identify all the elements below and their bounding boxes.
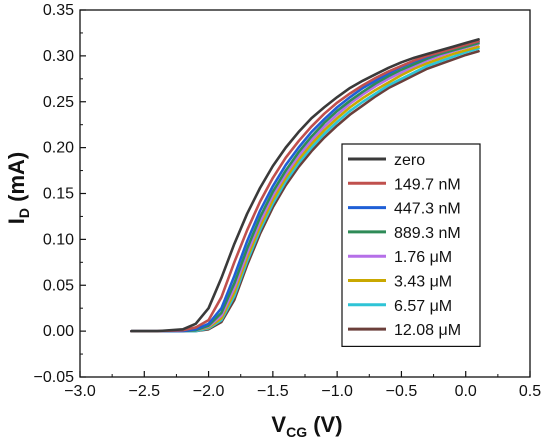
y-tick-label: 0.30 [43, 48, 74, 65]
x-tick-label: −1.0 [321, 383, 353, 400]
y-tick-label: 0.00 [43, 323, 74, 340]
y-axis-title-subscript: D [16, 208, 32, 218]
legend-label: 889.3 nM [394, 225, 461, 242]
x-axis-title-unit: (V) [307, 412, 342, 437]
y-tick-label: 0.05 [43, 277, 74, 294]
x-axis-title-subscript: CG [286, 424, 307, 440]
series-line [130, 41, 480, 333]
y-tick-label: 0.20 [43, 140, 74, 157]
y-tick-label: 0.35 [43, 2, 74, 19]
x-tick-label: −2.5 [128, 383, 160, 400]
legend-label: 3.43 μM [394, 274, 452, 291]
x-tick-label: −0.5 [386, 383, 418, 400]
y-axis-title: ID (mA) [4, 152, 32, 224]
x-axis: −3.0 −2.5 −2.0 −1.5 −1.0 −0.5 0.0 0.5 [64, 371, 541, 400]
legend-box [341, 143, 481, 347]
series-line [130, 38, 480, 333]
y-tick-label: 0.25 [43, 94, 74, 111]
y-axis: −0.05 0.00 0.05 0.10 0.15 0.20 0.25 0.30 0.35 [34, 2, 86, 386]
legend: zero 149.7 nM 447.3 nM 889.3 nM 1.76 μM 3.43 … [341, 143, 481, 347]
x-tick-label: −3.0 [64, 383, 96, 400]
legend-label: 6.57 μM [394, 298, 452, 315]
series-layer [130, 38, 480, 333]
x-tick-label: −2.0 [193, 383, 225, 400]
y-tick-label: 0.15 [43, 186, 74, 203]
legend-label: 1.76 μM [394, 249, 452, 266]
y-tick-label: −0.05 [34, 369, 75, 386]
series-line [130, 39, 480, 333]
legend-label: 149.7 nM [394, 176, 461, 193]
y-axis-title-unit: (mA) [4, 152, 29, 208]
x-tick-label: 0.5 [519, 383, 541, 400]
x-tick-label: 0.0 [455, 383, 477, 400]
y-tick-label: 0.10 [43, 231, 74, 248]
x-axis-title: VCG (V) [271, 412, 342, 440]
legend-label: zero [394, 152, 425, 169]
x-tick-label: −1.5 [257, 383, 289, 400]
legend-label: 447.3 nM [394, 201, 461, 218]
legend-label: 12.08 μM [394, 322, 461, 339]
